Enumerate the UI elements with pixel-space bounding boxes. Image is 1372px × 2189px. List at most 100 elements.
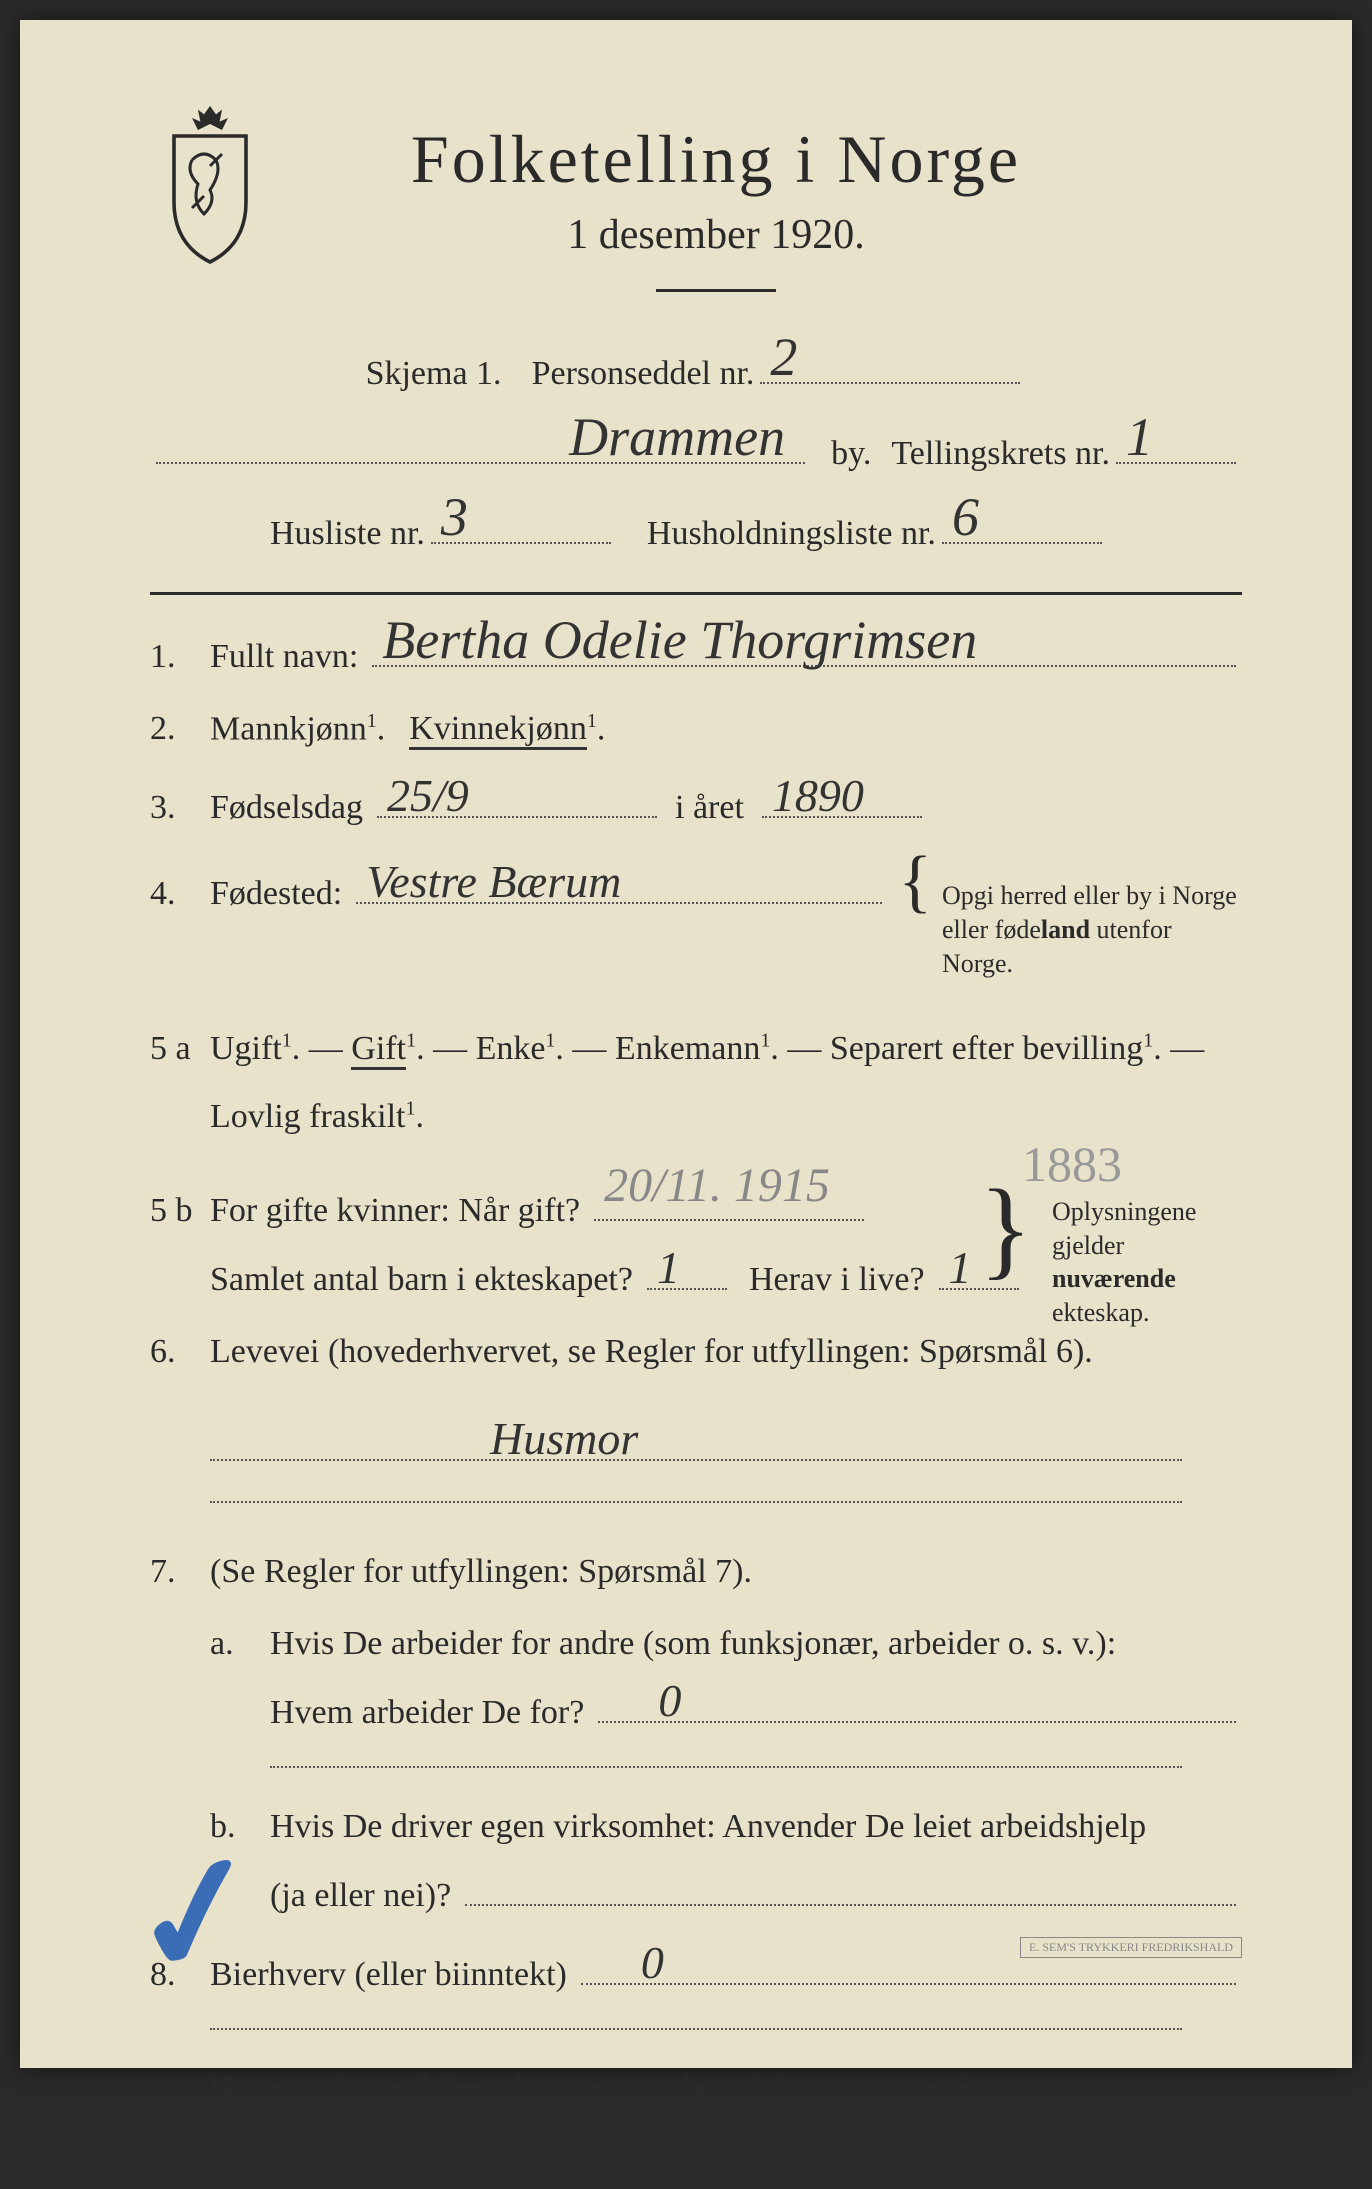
q5a-gift: Gift1. —: [351, 1015, 467, 1083]
q6-label: Levevei (hovederhvervet, se Regler for u…: [210, 1333, 1093, 1371]
subtitle: 1 desember 1920.: [310, 211, 1122, 259]
q4-num: 4.: [150, 875, 210, 913]
husholdning-value: 6: [952, 486, 979, 548]
q7a-line1: Hvis De arbeider for andre (som funksjon…: [270, 1625, 1116, 1663]
q5b-live-field: 1: [939, 1254, 1019, 1290]
coat-of-arms-icon: [150, 100, 270, 260]
q4-value: Vestre Bærum: [366, 855, 621, 908]
q5b-block: 1883 5 b For gifte kvinner: Når gift? 20…: [150, 1185, 1242, 1299]
q3-year-field: 1890: [762, 782, 922, 818]
q1-label: Fullt navn:: [210, 638, 358, 676]
q4-note-2b: land: [1041, 915, 1090, 944]
q5a-enkemann: Enkemann1. —: [615, 1015, 821, 1083]
q4-note-2a: eller føde: [942, 915, 1041, 944]
by-value: Drammen: [569, 406, 785, 468]
q6-line2: [210, 1501, 1182, 1503]
q5a-separert: Separert efter bevilling1. —: [830, 1015, 1204, 1083]
q7b-field: [465, 1870, 1236, 1906]
personseddel-field: 2: [760, 348, 1020, 384]
q5b-barn-value: 1: [657, 1241, 680, 1294]
q8-note-row: Har man ingen biinntekt av nogen betydni…: [210, 2070, 1242, 2108]
q6-num: 6.: [150, 1333, 210, 1371]
q3-day-value: 25/9: [387, 769, 469, 822]
q7b-row1: b. Hvis De driver egen virksomhet: Anven…: [210, 1808, 1242, 1846]
q5b-num: 5 b: [150, 1192, 210, 1230]
q3-year-value: 1890: [772, 769, 864, 822]
header: Folketelling i Norge 1 desember 1920.: [150, 120, 1242, 328]
q3-day-field: 25/9: [377, 782, 657, 818]
q2-num: 2.: [150, 710, 210, 748]
footnote-b: tydelig understrekning av de ord som pas…: [369, 2162, 827, 2188]
q7b-row2: (ja eller nei)?: [270, 1870, 1242, 1915]
q3-year-label: i året: [675, 789, 744, 827]
q1-value: Bertha Odelie Thorgrimsen: [382, 609, 977, 671]
q8-note: Har man ingen biinntekt av nogen betydni…: [210, 2070, 991, 2108]
brace-icon: {: [898, 861, 932, 903]
q7a-line2: Hvem arbeider De for?: [270, 1694, 584, 1732]
q3-row: 3. Fødselsdag 25/9 i året 1890: [150, 782, 1242, 827]
q5b-label2: Samlet antal barn i ekteskapet?: [210, 1261, 633, 1299]
footnote-text: Her kan svares ved tydelig understreknin…: [180, 2162, 827, 2189]
q7a-field: 0: [598, 1687, 1236, 1723]
personseddel-label: Personseddel nr.: [532, 355, 755, 393]
q5b-note-1: Oplysningene: [1052, 1197, 1196, 1226]
q2-row: 2. Mannkjønn1. Kvinnekjønn1.: [150, 710, 1242, 748]
q7-label: (Se Regler for utfyllingen: Spørsmål 7).: [210, 1553, 752, 1591]
tellingskrets-value: 1: [1126, 406, 1153, 468]
printer-mark: E. SEM'S TRYKKERI FREDRIKSHALD: [1020, 1937, 1242, 1958]
husholdning-label: Husholdningsliste nr.: [647, 515, 936, 553]
title-block: Folketelling i Norge 1 desember 1920.: [310, 120, 1242, 328]
q5b-row2: Samlet antal barn i ekteskapet? 1 Herav …: [150, 1254, 1242, 1299]
q5b-gift-value: 20/11. 1915: [604, 1158, 830, 1213]
q6-row: 6. Levevei (hovederhvervet, se Regler fo…: [150, 1333, 1242, 1371]
tellingskrets-label: Tellingskrets nr.: [891, 435, 1110, 473]
q7a-num: a.: [210, 1625, 270, 1663]
q3-num: 3.: [150, 789, 210, 827]
husliste-label: Husliste nr.: [270, 515, 425, 553]
meta-row-1: Skjema 1. Personseddel nr. 2: [150, 348, 1242, 408]
q1-row: 1. Fullt navn: Bertha Odelie Thorgrimsen: [150, 631, 1242, 676]
q5b-gift-field: 20/11. 1915: [594, 1185, 864, 1221]
q7-num: 7.: [150, 1553, 210, 1591]
meta-row-3: Husliste nr. 3 Husholdningsliste nr. 6: [150, 508, 1242, 568]
q6-field: Husmor: [210, 1421, 1182, 1461]
q7a-row1: a. Hvis De arbeider for andre (som funks…: [210, 1625, 1242, 1663]
by-suffix: by.: [831, 435, 871, 473]
footnote: 1 Her kan svares ved tydelig understrekn…: [150, 2148, 1242, 2189]
main-title: Folketelling i Norge: [310, 120, 1122, 199]
q1-num: 1.: [150, 638, 210, 676]
q4-field: Vestre Bærum: [356, 868, 882, 904]
title-divider: [656, 289, 776, 292]
q8-value: 0: [641, 1936, 664, 1989]
brace-icon-2: }: [979, 1195, 1032, 1261]
q4-note: Opgi herred eller by i Norge eller fødel…: [942, 879, 1242, 980]
q5b-note-3: ekteskap.: [1052, 1298, 1149, 1327]
q5b-label3: Herav i live?: [749, 1261, 925, 1299]
q1-field: Bertha Odelie Thorgrimsen: [372, 631, 1236, 667]
q2-kvinne: Kvinnekjønn1.: [409, 710, 605, 748]
meta-row-2: Drammen by. Tellingskrets nr. 1: [150, 428, 1242, 488]
q4-row: 4. Fødested: Vestre Bærum { Opgi herred …: [150, 861, 1242, 980]
footnote-a: Her kan svares ved: [180, 2162, 369, 2188]
q8-line2: [210, 2028, 1182, 2030]
q5b-label1: For gifte kvinner: Når gift?: [210, 1192, 580, 1230]
q5b-barn-field: 1: [647, 1254, 727, 1290]
husliste-field: 3: [431, 508, 611, 544]
q3-label: Fødselsdag: [210, 789, 363, 827]
husholdning-field: 6: [942, 508, 1102, 544]
tellingskrets-field: 1: [1116, 428, 1236, 464]
census-form-page: Folketelling i Norge 1 desember 1920. Sk…: [20, 20, 1352, 2068]
husliste-value: 3: [441, 486, 468, 548]
q7-row: 7. (Se Regler for utfyllingen: Spørsmål …: [150, 1553, 1242, 1591]
q5a-fraskilt: Lovlig fraskilt1.: [210, 1083, 424, 1151]
skjema-label: Skjema 1.: [366, 355, 502, 393]
q7a-value: 0: [658, 1674, 681, 1727]
q4-note-1: Opgi herred eller by i Norge: [942, 881, 1237, 910]
q5a-ugift: Ugift1. —: [210, 1015, 343, 1083]
q5a-row: 5 a Ugift1. — Gift1. — Enke1. — Enkemann…: [150, 1015, 1242, 1151]
q5b-live-value: 1: [949, 1241, 972, 1294]
by-field: Drammen: [156, 428, 805, 464]
q7b-line1: Hvis De driver egen virksomhet: Anvender…: [270, 1808, 1146, 1846]
q7a-line3: [270, 1766, 1182, 1768]
q5a-enke: Enke1. —: [476, 1015, 607, 1083]
